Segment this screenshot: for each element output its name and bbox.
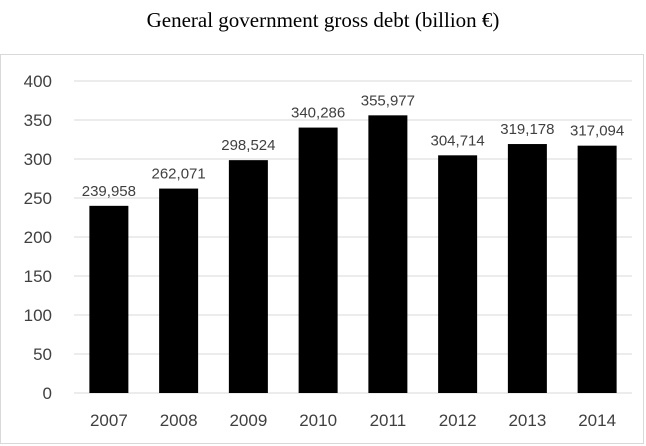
data-label: 340,286 [291,105,345,122]
y-tick-label: 150 [24,267,52,286]
x-tick-label: 2012 [439,411,477,430]
y-tick-label: 0 [43,384,52,403]
data-label: 262,071 [152,166,206,183]
y-tick-label: 350 [24,111,52,130]
x-tick-label: 2014 [578,411,616,430]
chart-title: General government gross debt (billion €… [146,8,500,32]
y-tick-label: 200 [24,228,52,247]
x-tick-label: 2008 [160,411,198,430]
y-tick-label: 100 [24,306,52,325]
bar-2014 [577,145,617,393]
y-tick-label: 400 [24,72,52,91]
data-label: 304,714 [431,132,485,149]
data-label: 298,524 [221,137,275,154]
chart-frame [0,54,644,444]
y-tick-label: 300 [24,150,52,169]
bar-2010 [298,127,338,394]
x-tick-label: 2010 [299,411,337,430]
bar-2009 [228,160,268,393]
data-label: 319,178 [500,121,554,138]
x-tick-label: 2009 [229,411,267,430]
bar-2012 [438,155,478,393]
x-tick-label: 2011 [370,411,407,430]
data-label: 239,958 [82,183,136,200]
x-tick-label: 2013 [508,411,546,430]
bar-2011 [368,115,408,393]
data-label: 317,094 [570,123,624,140]
y-tick-label: 50 [33,345,52,364]
data-label: 355,977 [361,92,415,109]
y-tick-label: 250 [24,189,52,208]
x-tick-label: 2007 [90,411,128,430]
bar-2007 [89,205,129,393]
bar-2008 [159,188,199,393]
bar-2013 [507,144,547,393]
